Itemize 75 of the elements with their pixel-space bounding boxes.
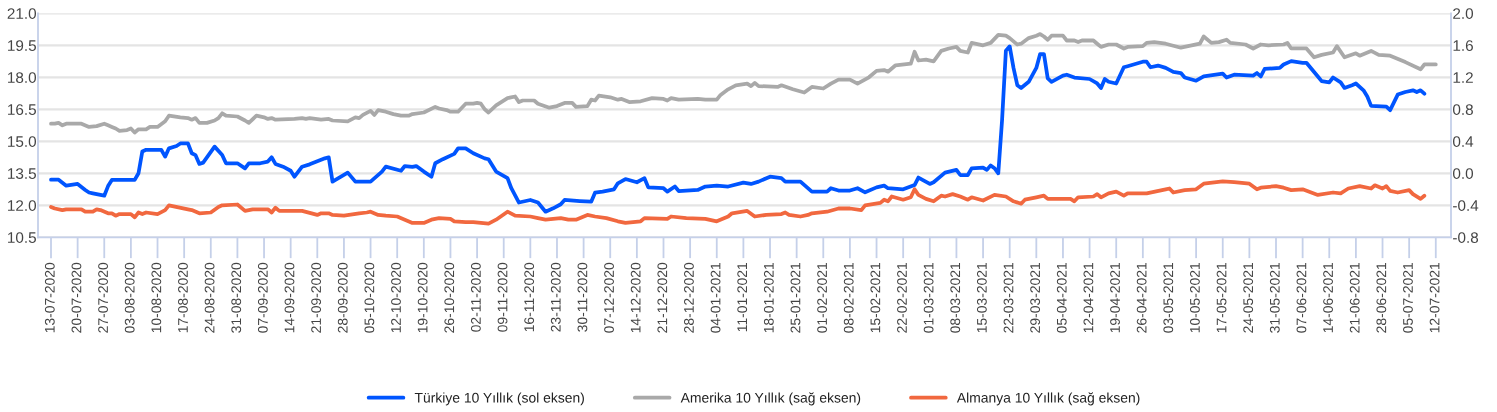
x-tick-label: 22-02-2021 <box>897 262 907 333</box>
x-tick-label: 02-11-2020 <box>470 262 481 332</box>
x-tick-label: 07-12-2020 <box>604 262 614 333</box>
x-tick-label: 26-04-2021 <box>1136 262 1147 333</box>
x-tick-label: 15-03-2021 <box>976 262 987 333</box>
x-tick-label: 24-05-2021 <box>1243 262 1254 333</box>
x-tick-label: 17-08-2020 <box>178 262 188 333</box>
x-tick-label: 14-09-2020 <box>284 262 295 333</box>
x-tick-label: 14-12-2020 <box>630 262 641 333</box>
x-tick-label: 21-09-2020 <box>311 262 322 333</box>
x-tick-label: 07-06-2021 <box>1296 262 1307 333</box>
x-tick-label: 28-09-2020 <box>337 262 348 333</box>
x-tick-label: 01-03-2021 <box>923 262 934 333</box>
x-tick-label: 21-12-2020 <box>657 262 668 333</box>
x-tick-label: 10-05-2021 <box>1190 262 1200 333</box>
x-tick-label: 17-05-2021 <box>1216 262 1227 333</box>
x-tick-label: 04-01-2021 <box>710 262 721 333</box>
x-tick-label: 05-04-2021 <box>1056 262 1067 333</box>
x-tick-label: 15-02-2021 <box>870 262 881 333</box>
y2-tick-label: 0.4 <box>1452 136 1474 147</box>
x-tick-label: 05-07-2021 <box>1403 262 1413 333</box>
y2-tick-label: 0.8 <box>1452 104 1473 115</box>
x-tick-label: 12-10-2020 <box>391 262 401 333</box>
x-tick-label: 21-06-2021 <box>1349 262 1360 333</box>
x-tick-label: 12-04-2021 <box>1083 262 1094 333</box>
x-tick-label: 03-05-2021 <box>1163 262 1174 333</box>
line-series <box>49 179 1427 226</box>
x-tick-label: 18-01-2021 <box>763 262 774 333</box>
x-tick-label: 31-05-2021 <box>1269 262 1280 333</box>
y-tick-label: 21.0 <box>7 8 37 19</box>
x-tick-label: 19-10-2020 <box>417 262 428 333</box>
y-tick-label: 13.5 <box>8 168 36 179</box>
legend-label: Amerika 10 Yıllık (sağ eksen) <box>680 392 861 406</box>
x-tick-label: 23-11-2020 <box>550 262 561 332</box>
legend-label: Türkiye 10 Yıllık (sol eksen) <box>414 392 584 406</box>
x-tick-label: 25-01-2021 <box>790 262 801 333</box>
y-tick-label: 18.0 <box>8 72 37 83</box>
x-tick-label: 22-03-2021 <box>1003 262 1014 333</box>
x-tick-label: 20-07-2020 <box>71 262 82 333</box>
x-tick-label: 29-03-2021 <box>1030 262 1041 333</box>
x-tick-label: 08-03-2021 <box>950 262 961 333</box>
x-tick-label: 11-01-2021 <box>737 262 748 332</box>
x-tick-label: 09-11-2020 <box>497 262 508 332</box>
x-tick-label: 24-08-2020 <box>204 262 215 333</box>
x-tick-label: 14-06-2021 <box>1323 262 1333 333</box>
y-tick-label: 16.5 <box>8 104 36 115</box>
line-series <box>49 32 1438 135</box>
y2-tick-label: 2.0 <box>1453 8 1474 19</box>
x-tick-label: 27-07-2020 <box>98 262 108 333</box>
x-tick-label: 16-11-2020 <box>524 262 535 332</box>
legend-label: Almanya 10 Yıllık (sağ eksen) <box>956 392 1140 406</box>
x-tick-label: 03-08-2020 <box>124 262 135 333</box>
x-tick-label: 05-10-2020 <box>364 262 375 333</box>
y2-tick-label: 1.6 <box>1453 40 1473 51</box>
x-tick-label: 13-07-2020 <box>44 262 55 333</box>
x-tick-label: 30-11-2020 <box>577 262 588 332</box>
x-tick-label: 07-09-2020 <box>257 262 268 333</box>
x-tick-label: 01-02-2021 <box>817 262 828 333</box>
x-tick-label: 26-10-2020 <box>444 262 455 333</box>
y2-tick-label: 0.0 <box>1452 168 1474 179</box>
x-tick-label: 10-08-2020 <box>151 262 162 333</box>
x-tick-label: 28-06-2021 <box>1376 262 1387 333</box>
y2-tick-label: -0.4 <box>1453 200 1479 211</box>
x-tick-label: 31-08-2020 <box>231 262 242 333</box>
x-tick-label: 28-12-2020 <box>684 262 694 333</box>
y-tick-label: 15.0 <box>8 136 37 147</box>
y-tick-label: 12.0 <box>8 200 37 211</box>
y2-tick-label: -0.8 <box>1453 232 1479 243</box>
x-tick-label: 08-02-2021 <box>843 262 854 333</box>
y2-tick-label: 1.2 <box>1453 72 1473 83</box>
y-tick-label: 10.5 <box>8 232 36 243</box>
x-tick-label: 12-07-2021 <box>1429 262 1440 333</box>
y-tick-label: 19.5 <box>8 40 36 51</box>
x-tick-label: 19-04-2021 <box>1110 262 1120 333</box>
line-series <box>49 44 1427 214</box>
